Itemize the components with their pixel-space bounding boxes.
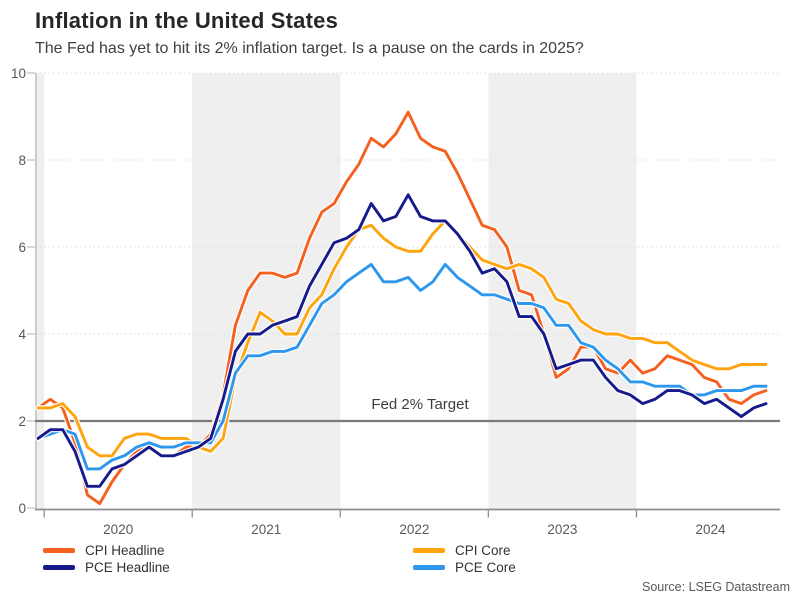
y-tick-label-8: 8 xyxy=(18,153,26,168)
legend-item-cpi-headline: CPI Headline xyxy=(43,543,170,558)
x-tick-label-2021: 2021 xyxy=(251,522,281,537)
legend-item-pce-core: PCE Core xyxy=(413,560,516,575)
legend-swatch-pce-core xyxy=(413,565,445,570)
fed-target-label: Fed 2% Target xyxy=(371,396,469,413)
year-band-2023 xyxy=(488,73,637,510)
legend-item-cpi-core: CPI Core xyxy=(413,543,516,558)
x-tick-label-2020: 2020 xyxy=(103,522,133,537)
legend-label-cpi-core: CPI Core xyxy=(455,543,511,558)
legend-item-pce-headline: PCE Headline xyxy=(43,560,170,575)
legend-column-2: CPI Core PCE Core xyxy=(413,543,516,575)
y-tick-label-0: 0 xyxy=(18,501,26,516)
legend-label-pce-core: PCE Core xyxy=(455,560,516,575)
y-tick-label-2: 2 xyxy=(18,414,26,429)
legend-swatch-pce-headline xyxy=(43,565,75,570)
x-tick-label-2024: 2024 xyxy=(695,522,726,537)
year-band-2019 xyxy=(35,73,45,510)
legend-swatch-cpi-core xyxy=(413,548,445,553)
x-tick-label-2023: 2023 xyxy=(547,522,577,537)
legend-label-cpi-headline: CPI Headline xyxy=(85,543,165,558)
series-line-pce-headline xyxy=(36,193,768,488)
chart-subtitle: The Fed has yet to hit its 2% inflation … xyxy=(35,40,584,57)
x-tick-label-2022: 2022 xyxy=(399,522,429,537)
legend-label-pce-headline: PCE Headline xyxy=(85,560,170,575)
chart-legend: CPI Headline PCE Headline CPI Core PCE Cor… xyxy=(0,543,801,579)
y-tick-label-4: 4 xyxy=(18,327,26,342)
chart-title: Inflation in the United States xyxy=(35,8,339,33)
series-line-cpi-core xyxy=(36,219,768,458)
source-credit: Source: LSEG Datastream xyxy=(642,580,790,594)
legend-swatch-cpi-headline xyxy=(43,548,75,553)
legend-column-1: CPI Headline PCE Headline xyxy=(43,543,170,575)
y-tick-label-10: 10 xyxy=(11,66,26,81)
y-tick-label-6: 6 xyxy=(18,240,26,255)
series-line-pce-core xyxy=(36,262,768,471)
